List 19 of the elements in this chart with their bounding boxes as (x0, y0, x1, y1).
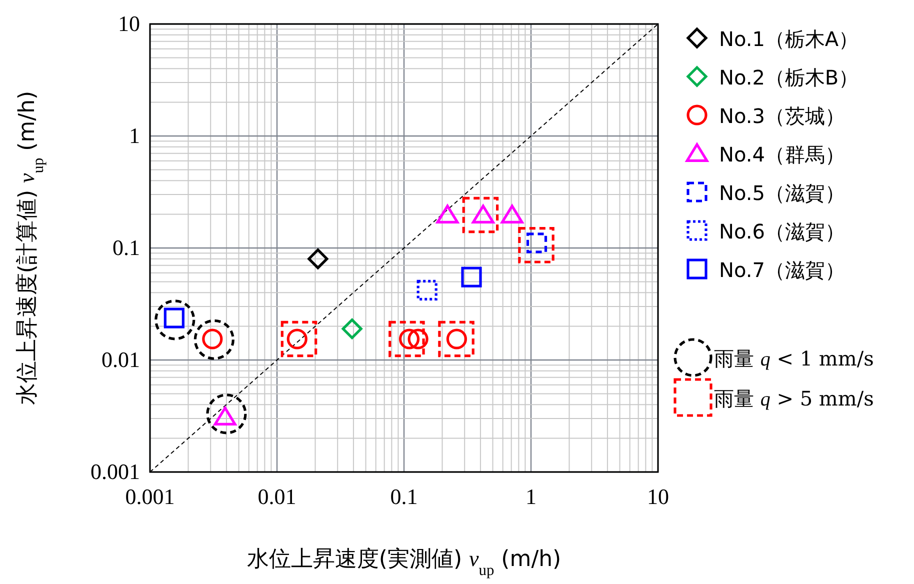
y-tick-label: 10 (118, 11, 140, 36)
legend-label: 雨量 q < 1 mm/s (714, 346, 874, 370)
y-tick-label: 0.1 (112, 235, 140, 260)
legend-label: No.3（茨城） (719, 104, 845, 128)
x-tick-label: 1 (526, 484, 536, 509)
legend-label: No.1（栃木A） (719, 27, 859, 51)
legend-label: No.2（栃木B） (719, 66, 859, 90)
legend-label: No.6（滋賀） (719, 220, 845, 244)
legend-label: No.4（群馬） (719, 142, 845, 166)
legend-label: 雨量 q > 5 mm/s (714, 386, 874, 410)
legend-label: No.7（滋賀） (719, 258, 845, 282)
legend-label: No.5（滋賀） (719, 181, 845, 205)
x-tick-label: 0.1 (390, 484, 418, 509)
y-tick-label: 1 (129, 123, 140, 148)
y-tick-label: 0.001 (90, 459, 140, 484)
x-tick-label: 0.01 (258, 484, 296, 509)
y-tick-label: 0.01 (102, 347, 140, 372)
x-axis-title: 水位上昇速度(実測値) v$_{up}$ (m/h) (246, 546, 562, 578)
x-tick-label: 10 (647, 484, 669, 509)
